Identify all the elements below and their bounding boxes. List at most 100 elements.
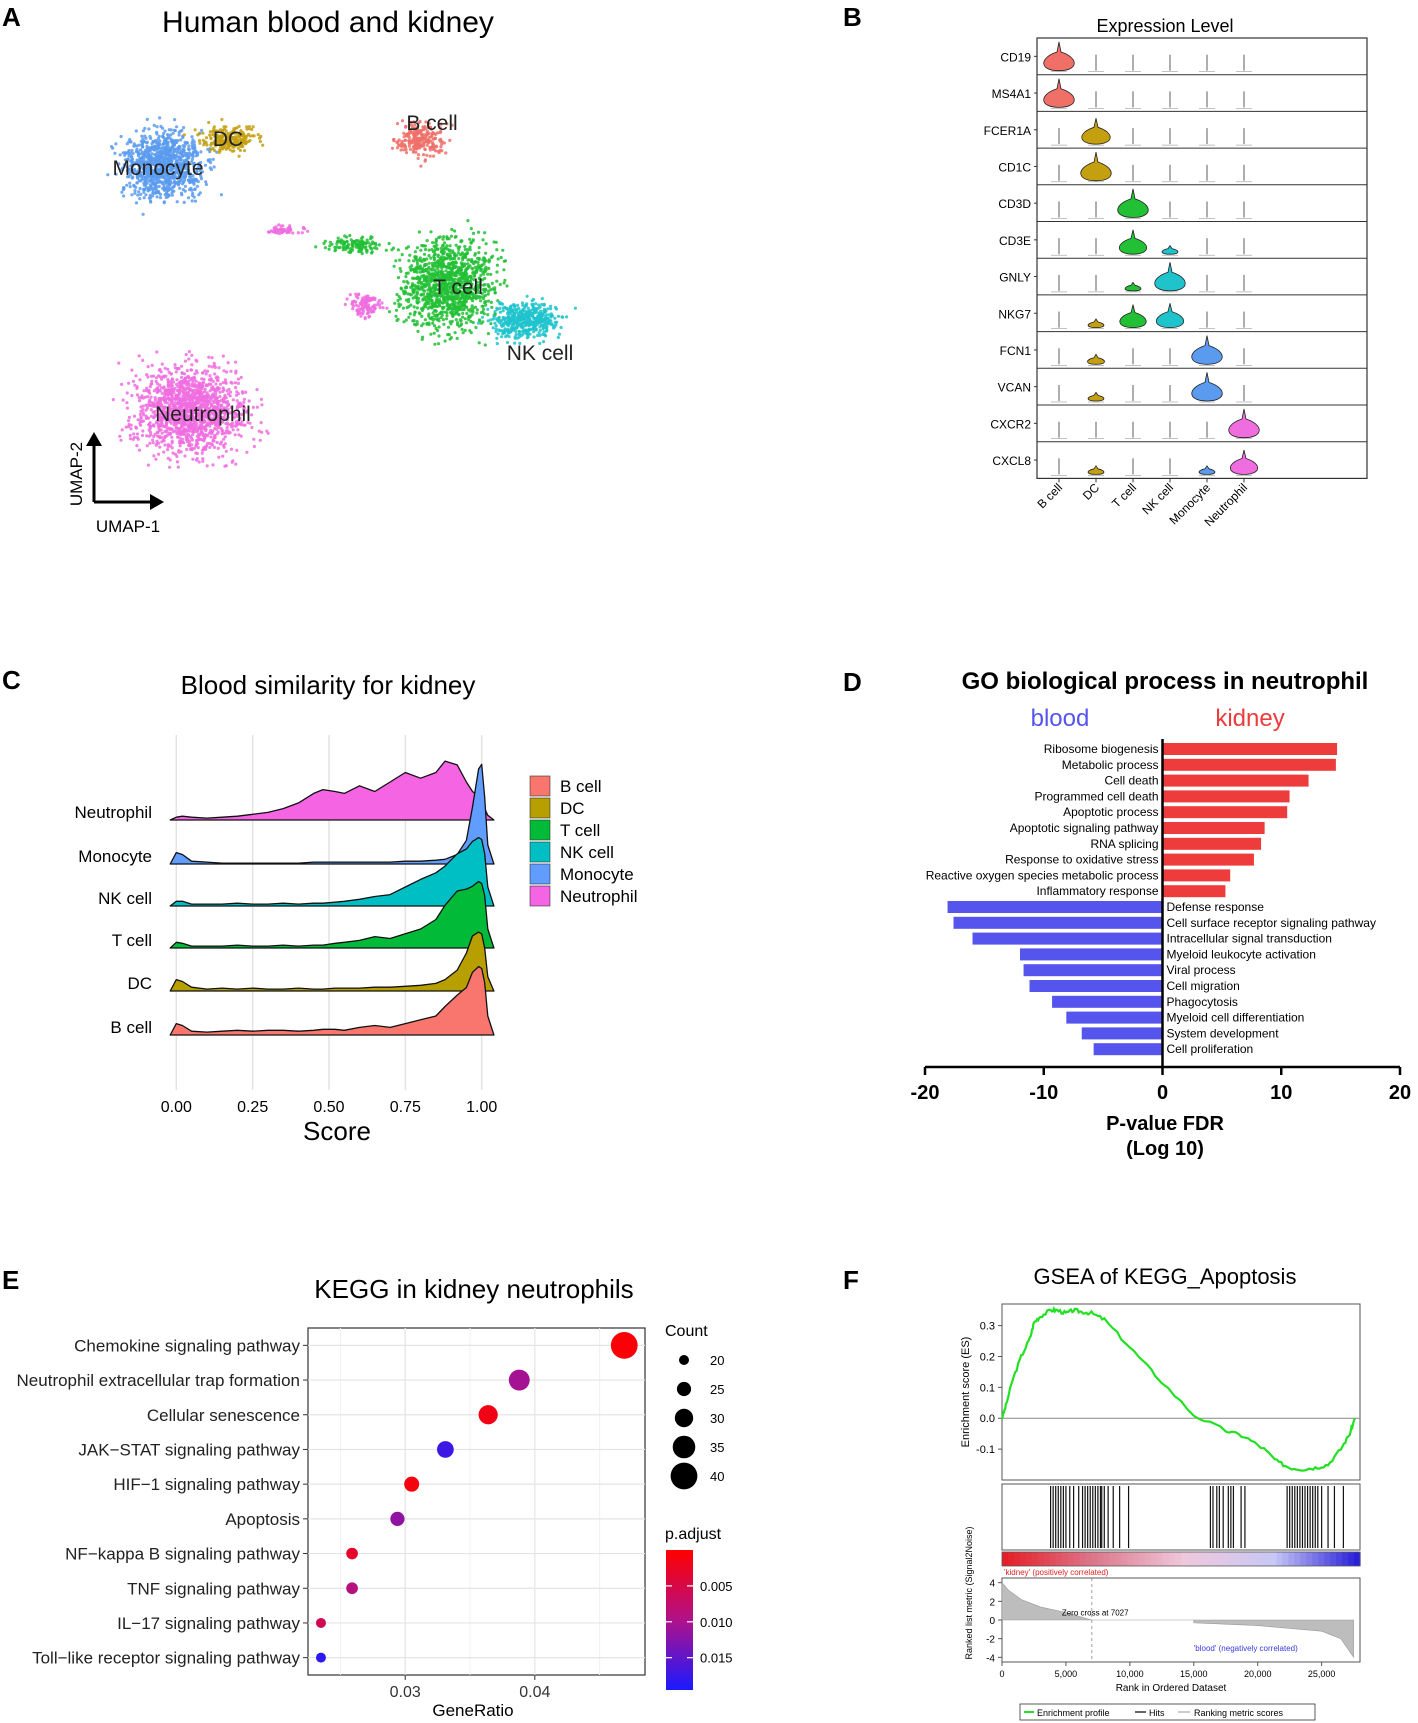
violin-fcn1-dc — [1087, 353, 1105, 365]
gsea-strip-segment — [1252, 1552, 1260, 1566]
go-bar — [1162, 885, 1226, 898]
gsea-y2-label: Ranked list metric (Signal2Noise) — [964, 1526, 974, 1659]
kegg-size-legend-dot — [679, 1355, 689, 1365]
ridge-panel: Blood similarity for kidney 0.00 0.25 0.50… — [0, 660, 700, 1180]
go-category-label: System development — [1167, 1026, 1280, 1040]
ridge-legend-swatch — [529, 797, 551, 819]
gsea-y2-tick-label: 2 — [989, 1597, 995, 1608]
umap-label-t-cell: T cell — [433, 276, 483, 299]
gsea-strip-segment — [1073, 1552, 1081, 1566]
ridge-x-tick: 1.00 — [466, 1099, 497, 1116]
kegg-size-legend-dot — [676, 1381, 692, 1397]
go-category-label: Defense response — [1167, 900, 1265, 914]
violin-gene-label: CXCL8 — [992, 454, 1031, 468]
gsea-strip-segment — [1306, 1552, 1313, 1566]
kegg-title: KEGG in kidney neutrophils — [314, 1274, 633, 1304]
go-category-label: Response to oxidative stress — [1005, 853, 1158, 867]
go-chart: GO biological process in neutrophil bloo… — [911, 668, 1412, 1160]
ridge-density-dc — [169, 931, 495, 992]
gsea-y2-tick-label: -4 — [986, 1653, 995, 1664]
ridge-legend-label: Monocyte — [560, 865, 634, 884]
go-bar — [1029, 980, 1163, 992]
kegg-size-legend-label: 20 — [710, 1353, 724, 1368]
go-kidney-label: kidney — [1215, 705, 1284, 732]
umap-cluster-nk-cell — [476, 294, 578, 346]
gsea-strip-segment — [1169, 1552, 1176, 1566]
gsea-strip-segment — [1151, 1552, 1158, 1566]
gsea-x-tick-label: 15,000 — [1180, 1669, 1208, 1679]
violin-cxcl8-dc — [1087, 465, 1105, 475]
go-category-label: Inflammatory response — [1036, 884, 1158, 898]
go-bar — [1162, 806, 1288, 819]
kegg-category-label: Toll−like receptor signaling pathway — [32, 1649, 300, 1668]
gsea-hits — [1049, 1486, 1344, 1548]
violin-gene-label: CD19 — [1000, 50, 1031, 64]
kegg-category-label: HIF−1 signaling pathway — [113, 1475, 300, 1494]
gsea-strip-segment — [1181, 1552, 1188, 1566]
gsea-strip-segment — [1019, 1552, 1027, 1566]
go-category-label: Viral process — [1167, 963, 1236, 977]
gsea-strip-segment — [1091, 1552, 1099, 1566]
kegg-size-legend-label: 40 — [710, 1469, 724, 1484]
gsea-zero-cross-label: Zero cross at 7027 — [1062, 1608, 1129, 1617]
violin-cxcl8-neutrophil — [1229, 449, 1259, 475]
violin-gnly-t-cell — [1124, 281, 1142, 292]
go-category-label: Phagocytosis — [1167, 995, 1238, 1009]
gsea-strip-segment — [1163, 1552, 1170, 1566]
gsea-x-label: Rank in Ordered Dataset — [1116, 1683, 1227, 1694]
umap-cluster-b-cell — [390, 119, 454, 168]
gsea-legend-label: Ranking metric scores — [1194, 1708, 1284, 1718]
umap-cluster-t-cell — [387, 219, 509, 347]
gsea-chart: GSEA of KEGG_Apoptosis 0.3 0.2 0.1 0.0 -0.1 E… — [960, 1264, 1361, 1721]
violin-gene-label: CD1C — [998, 160, 1031, 174]
gsea-enrichment-line — [1000, 1305, 1356, 1472]
gsea-strip-segment — [1121, 1552, 1128, 1566]
gsea-strip-segment — [1228, 1552, 1236, 1566]
gsea-strip-segment — [1109, 1552, 1116, 1566]
go-bar — [972, 932, 1163, 945]
gsea-strip-segment — [1097, 1552, 1105, 1566]
gsea-strip-segment — [1312, 1552, 1319, 1566]
kegg-dot — [346, 1582, 358, 1595]
kegg-color-tick-label: 0.015 — [700, 1651, 733, 1666]
umap-cluster-neutrophil — [266, 223, 310, 236]
kegg-size-legend-title: Count — [665, 1323, 708, 1340]
go-bar — [1093, 1043, 1163, 1056]
gsea-strip-segment — [1085, 1552, 1093, 1566]
violin-nkg7-nk-cell — [1155, 303, 1185, 329]
ridge-legend-swatch — [529, 863, 551, 885]
violin-nkg7-dc — [1087, 318, 1105, 329]
go-x-label2: (Log 10) — [1126, 1138, 1204, 1160]
violin-gene-label: FCN1 — [1000, 344, 1032, 358]
violin-ms4a1-b-cell — [1043, 78, 1075, 108]
kegg-category-label: Apoptosis — [225, 1510, 300, 1529]
kegg-panel: KEGG in kidney neutrophils 0.03 0.04 Chemo… — [0, 1260, 760, 1723]
gsea-strip-segment — [1354, 1552, 1361, 1566]
gsea-y2-tick-label: 4 — [989, 1579, 995, 1590]
ridge-legend-label: T cell — [560, 821, 600, 840]
umap-label-neutrophil: Neutrophil — [155, 403, 251, 426]
go-bar — [1081, 1027, 1163, 1040]
umap-x-arrowhead — [150, 494, 164, 510]
ridge-row-label: NK cell — [98, 889, 152, 908]
gsea-strip-segment — [1318, 1552, 1325, 1566]
gsea-strip-segment — [1049, 1552, 1057, 1566]
kegg-dot — [508, 1369, 530, 1391]
ridge-row-label: B cell — [110, 1018, 152, 1037]
violin-vcan-dc — [1087, 391, 1105, 402]
violin-x-label: T cell — [1109, 481, 1139, 511]
kegg-dot — [404, 1476, 420, 1492]
ridge-density-b-cell — [169, 965, 495, 1036]
gsea-strip-segment — [1342, 1552, 1349, 1566]
violin-cd3d-t-cell — [1117, 188, 1149, 218]
violin-gene-label: CD3E — [999, 234, 1031, 248]
ridge-legend-swatch — [529, 841, 551, 863]
go-bar — [1162, 774, 1309, 787]
violin-gnly-nk-cell — [1154, 262, 1186, 292]
violin-cd3e-nk-cell — [1161, 244, 1179, 255]
gsea-strip-segment — [1300, 1552, 1307, 1566]
kegg-size-legend-label: 30 — [710, 1411, 724, 1426]
panel-label-e: E — [2, 1265, 20, 1295]
gsea-strip-segment — [1270, 1552, 1278, 1566]
violin-nkg7-t-cell — [1119, 304, 1147, 329]
